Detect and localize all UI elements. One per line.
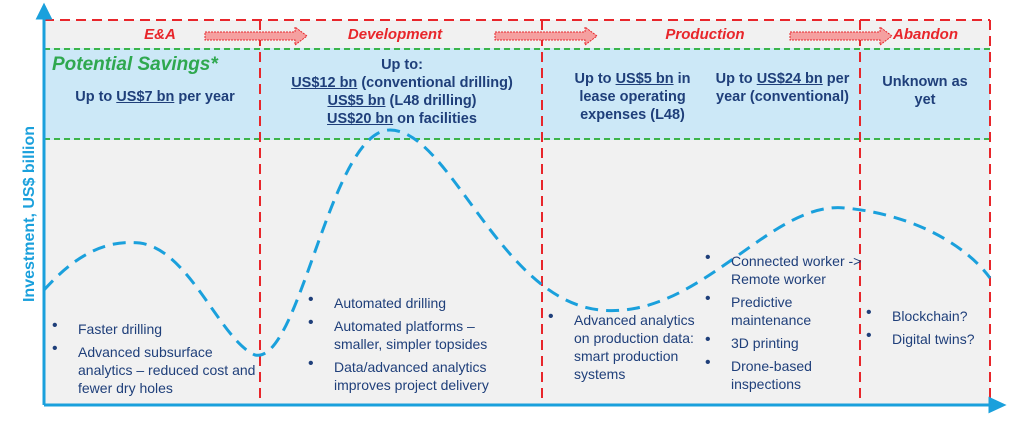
list-item: Connected worker -> Remote worker [703,249,863,288]
savings-development: Up to: US$12 bn (conventional drilling) … [291,57,513,127]
savings-production-conventional: Up to US$24 bn per year (conventional) [715,71,850,105]
y-axis-arrow-icon [35,2,53,20]
arrow-icon [494,26,598,46]
list-item: Faster drilling [50,317,260,338]
list-item: Drone-based inspections [703,354,863,393]
investment-curve [42,128,992,357]
phase-ea: E&A [144,26,176,43]
list-item: Advanced analytics on production data: s… [546,308,706,383]
bullets-production-analytics: Advanced analytics on production data: s… [546,308,706,388]
y-axis-label: Investment, US$ billion [21,125,38,303]
potential-savings-title: Potential Savings* [52,54,218,75]
arrow-icon [204,26,308,46]
bullets-abandon: Blockchain? Digital twins? [864,304,994,353]
list-item: 3D printing [703,331,863,352]
list-item: Automated drilling [306,291,526,312]
savings-ea: Up to US$7 bn per year [75,89,235,105]
list-item: Data/advanced analytics improves project… [306,355,526,394]
list-item: Predictive maintenance [703,290,863,329]
phase-production: Production [665,26,745,43]
list-item: Automated platforms – smaller, simpler t… [306,314,526,353]
savings-abandon: Unknown as yet [882,74,968,108]
bullets-ea: Faster drilling Advanced subsurface anal… [50,317,260,402]
savings-production-l48: Up to US$5 bn in lease operating expense… [574,71,691,123]
bullets-production-tech: Connected worker -> Remote worker Predic… [703,249,863,398]
list-item: Blockchain? [864,304,994,325]
savings-band [44,48,990,140]
phase-development: Development [347,26,443,43]
list-item: Advanced subsurface analytics – reduced … [50,340,260,397]
x-axis-arrow-icon [988,396,1007,414]
phase-abandon: Abandon [893,26,958,43]
arrow-icon [789,26,893,46]
bullets-development: Automated drilling Automated platforms –… [306,291,526,399]
list-item: Digital twins? [864,327,994,348]
